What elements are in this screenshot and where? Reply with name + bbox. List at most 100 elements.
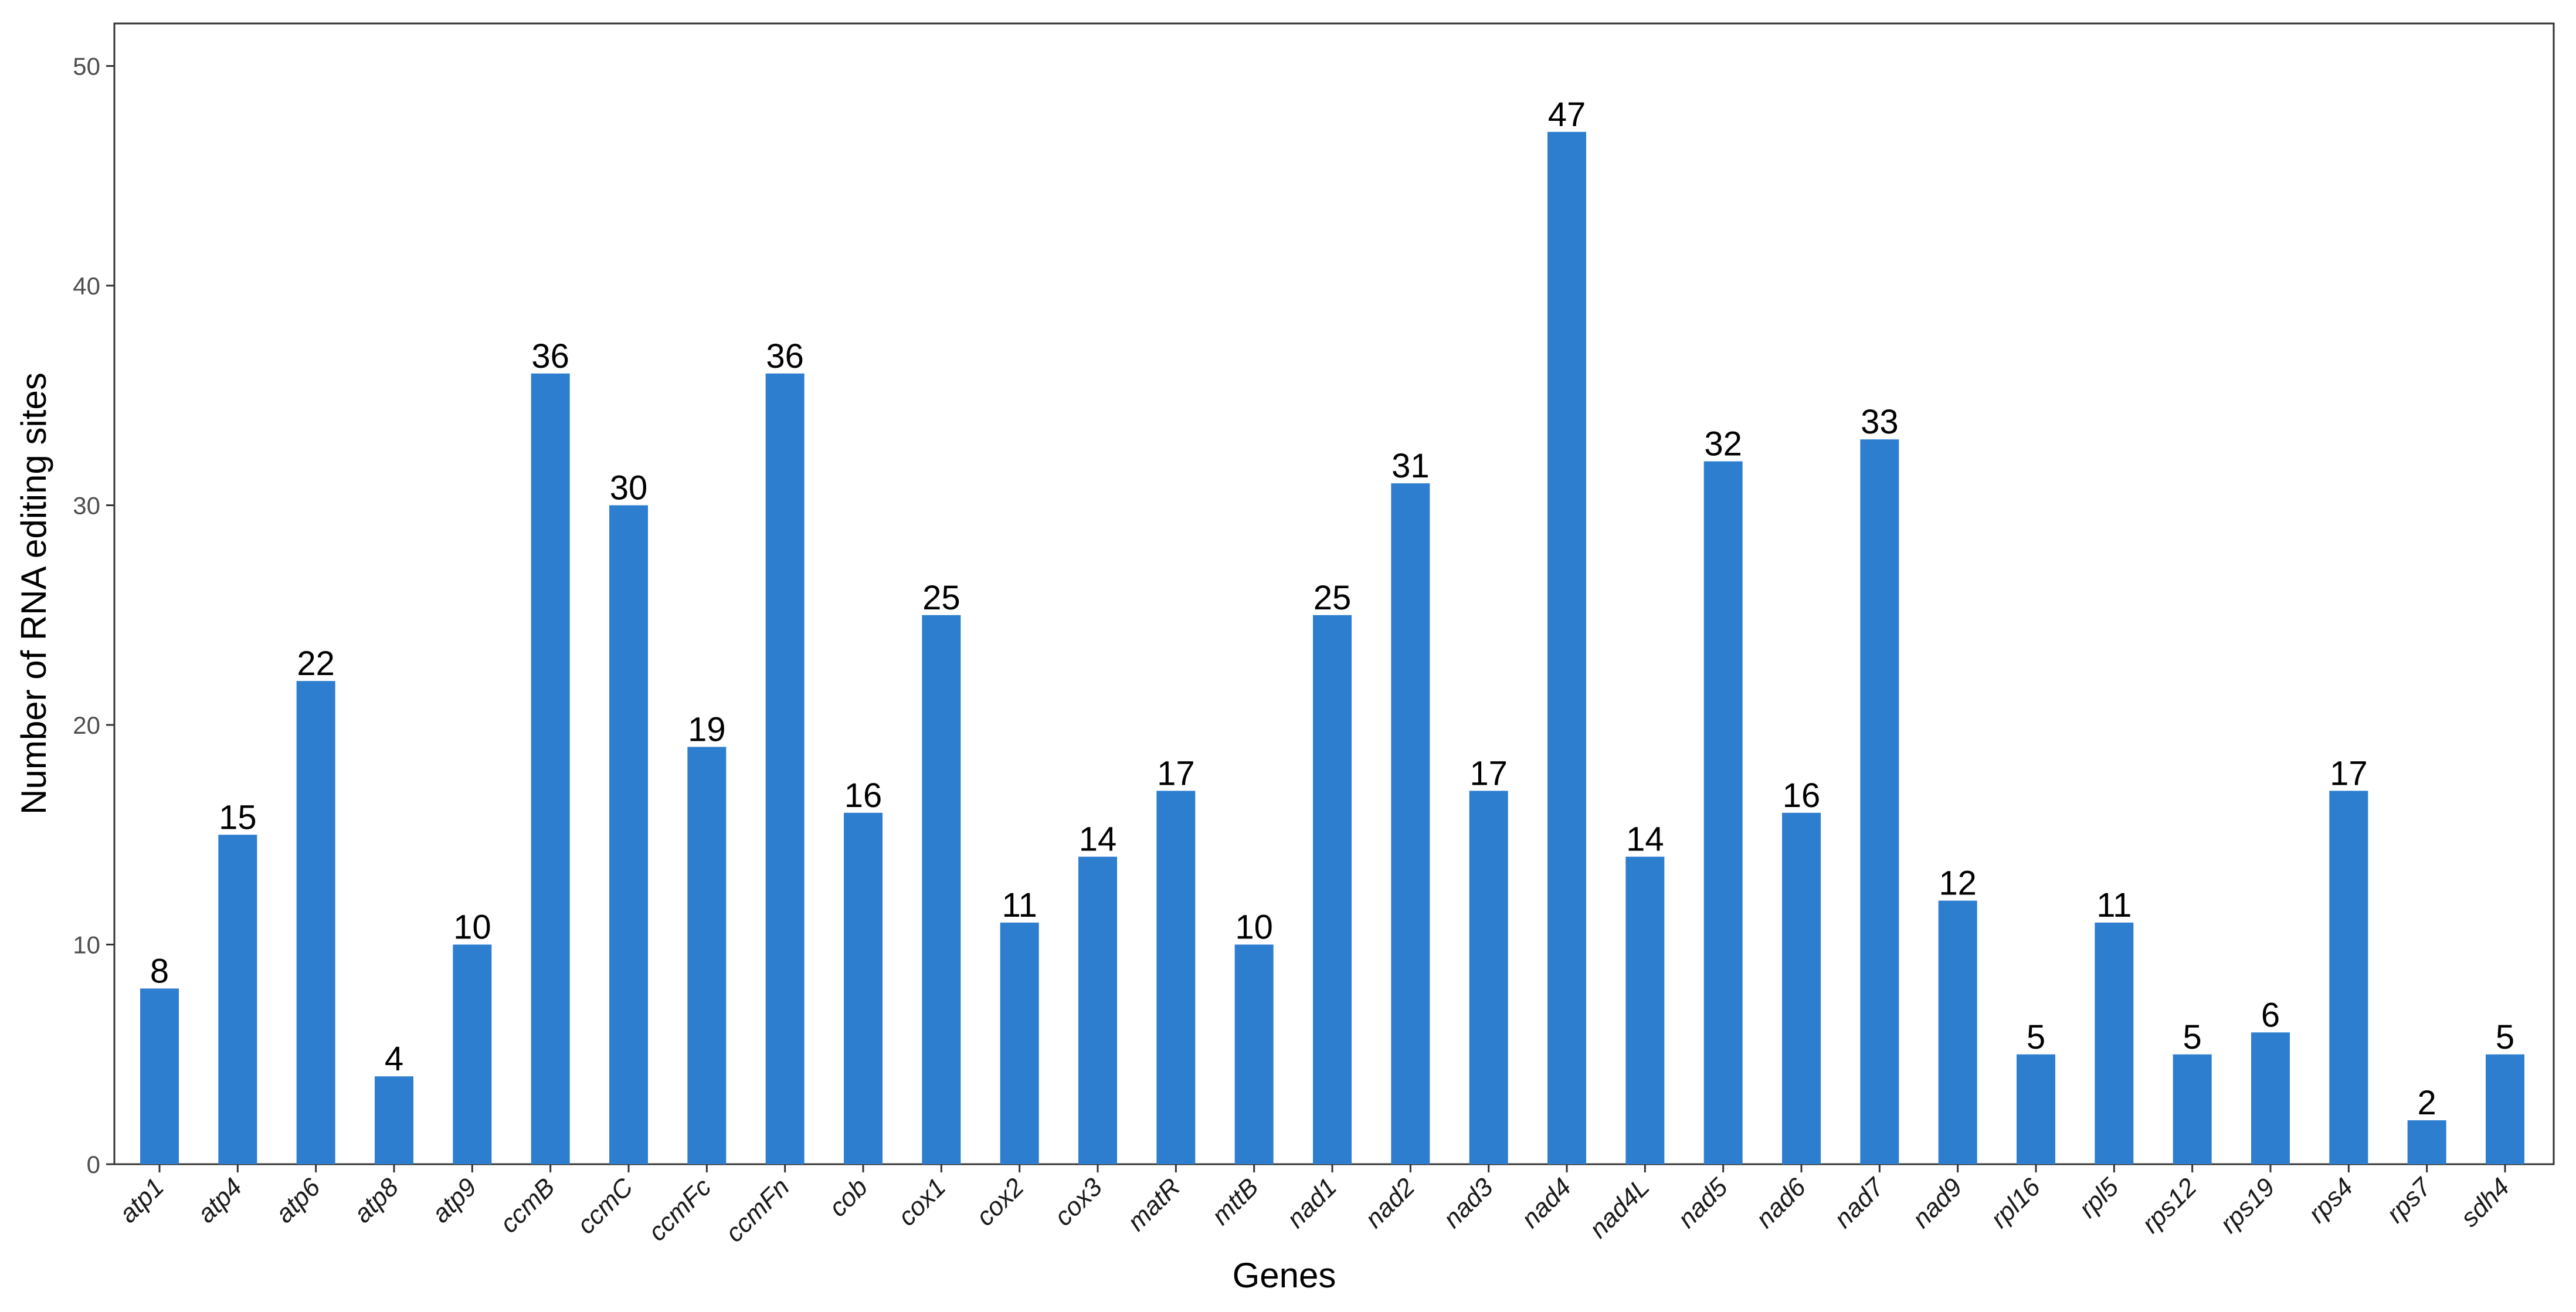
bar-atp4 <box>218 835 257 1164</box>
bar-rps7 <box>2407 1120 2446 1164</box>
x-tick-label-rps12: rps12 <box>2136 1172 2202 1238</box>
y-axis: 0 10 20 30 40 50 <box>73 53 114 1178</box>
bar-rps4 <box>2329 791 2368 1164</box>
data-label-nad1: 25 <box>1314 579 1352 617</box>
data-label-ccmFc: 19 <box>688 710 726 748</box>
x-tick-label-atp1: atp1 <box>114 1172 169 1228</box>
data-label-nad3: 17 <box>1469 754 1508 792</box>
data-label-atp9: 10 <box>453 908 491 947</box>
bar-cox3 <box>1078 856 1117 1164</box>
x-tick-label-nad1: nad1 <box>1281 1172 1342 1233</box>
data-label-atp4: 15 <box>219 798 257 836</box>
y-tick-label: 50 <box>73 53 100 80</box>
x-tick-label-nad7: nad7 <box>1829 1172 1891 1233</box>
data-label-ccmC: 30 <box>610 469 648 507</box>
bar-atp9 <box>453 944 492 1164</box>
bar-rps19 <box>2251 1032 2290 1164</box>
bar-nad2 <box>1391 483 1430 1164</box>
bar-nad3 <box>1469 791 1508 1164</box>
bar-rpl5 <box>2095 923 2134 1164</box>
data-label-rps19: 6 <box>2261 996 2280 1034</box>
x-tick-label-nad6: nad6 <box>1750 1172 1811 1233</box>
data-label-matR: 17 <box>1157 754 1195 792</box>
x-tick-label-rps4: rps4 <box>2303 1172 2358 1228</box>
x-tick-label-ccmFc: ccmFc <box>643 1172 717 1246</box>
bar-nad4 <box>1547 131 1586 1165</box>
data-label-nad4L: 14 <box>1626 821 1664 859</box>
bar-nad7 <box>1860 439 1899 1164</box>
x-axis-title: Genes <box>1233 1256 1336 1295</box>
data-label-atp1: 8 <box>150 952 169 990</box>
data-label-nad6: 16 <box>1783 777 1821 815</box>
data-label-rps4: 17 <box>2330 754 2368 792</box>
x-tick-label-ccmC: ccmC <box>572 1172 639 1240</box>
x-tick-label-rpl5: rpl5 <box>2073 1172 2124 1223</box>
x-tick-label-sdh4: sdh4 <box>2455 1172 2515 1232</box>
x-tick-label-atp6: atp6 <box>270 1172 327 1229</box>
data-label-nad7: 33 <box>1861 403 1899 441</box>
x-tick-label-nad4L: nad4L <box>1584 1172 1655 1243</box>
x-tick-label-matR: matR <box>1122 1172 1186 1236</box>
data-labels: 8152241036301936162511141710253117471432… <box>150 96 2514 1122</box>
data-label-nad5: 32 <box>1704 425 1742 463</box>
y-tick-label: 40 <box>73 272 100 300</box>
data-label-cox3: 14 <box>1079 821 1117 859</box>
bar-rpl16 <box>2017 1054 2055 1164</box>
data-label-rps7: 2 <box>2418 1084 2436 1122</box>
data-label-sdh4: 5 <box>2496 1018 2514 1056</box>
x-tick-label-cob: cob <box>823 1172 873 1222</box>
bar-ccmC <box>609 505 648 1164</box>
x-tick-label-atp8: atp8 <box>348 1172 405 1229</box>
data-label-rpl5: 11 <box>2096 886 2132 924</box>
x-tick-label-nad5: nad5 <box>1672 1172 1733 1233</box>
x-tick-label-atp9: atp9 <box>426 1172 482 1228</box>
y-tick-label: 0 <box>87 1151 100 1178</box>
x-tick-label-cox1: cox1 <box>892 1172 951 1231</box>
x-axis: atp1 atp4 atp6 atp8 atp9 ccmB ccmC ccmFc ccmFn co… <box>114 1164 2515 1247</box>
bar-atp6 <box>296 681 335 1164</box>
bar-matR <box>1156 791 1196 1164</box>
bars <box>140 131 2524 1165</box>
x-tick-label-rps19: rps19 <box>2215 1172 2280 1238</box>
bar-nad9 <box>1938 900 1977 1164</box>
x-tick-label-nad2: nad2 <box>1360 1172 1421 1233</box>
y-axis-title: Number of RNA editing sites <box>14 372 53 815</box>
bar-ccmFc <box>687 747 727 1164</box>
x-tick-label-atp4: atp4 <box>192 1172 247 1228</box>
y-tick-label: 30 <box>73 492 100 520</box>
bar-ccmFn <box>765 373 805 1164</box>
bar-ccmB <box>531 373 570 1164</box>
data-label-rpl16: 5 <box>2027 1018 2045 1056</box>
data-label-ccmB: 36 <box>531 337 569 375</box>
data-label-mttB: 10 <box>1235 908 1273 947</box>
data-label-cox1: 25 <box>922 579 961 617</box>
x-tick-label-rps7: rps7 <box>2381 1172 2438 1228</box>
data-label-atp6: 22 <box>297 645 335 683</box>
bar-nad6 <box>1782 812 1821 1164</box>
x-tick-label-nad4: nad4 <box>1516 1172 1577 1233</box>
bar-atp1 <box>140 988 179 1164</box>
x-tick-label-cox3: cox3 <box>1049 1172 1108 1232</box>
data-label-atp8: 4 <box>385 1040 403 1078</box>
y-tick-label: 10 <box>73 931 100 959</box>
x-tick-label-rpl16: rpl16 <box>1985 1172 2046 1233</box>
bar-cox1 <box>922 615 961 1164</box>
x-tick-label-mttB: mttB <box>1206 1172 1264 1230</box>
data-label-nad4: 47 <box>1548 96 1586 134</box>
y-tick-label: 20 <box>73 711 100 739</box>
bar-mttB <box>1234 944 1274 1164</box>
data-label-rps12: 5 <box>2183 1018 2202 1056</box>
data-label-nad2: 31 <box>1391 447 1430 485</box>
x-tick-label-ccmFn: ccmFn <box>720 1172 795 1247</box>
data-label-cob: 16 <box>844 777 883 815</box>
bar-sdh4 <box>2486 1054 2524 1164</box>
bar-cob <box>844 812 883 1164</box>
bar-nad5 <box>1703 461 1743 1164</box>
x-tick-label-nad3: nad3 <box>1438 1172 1499 1233</box>
bar-nad1 <box>1313 615 1352 1164</box>
bar-rps12 <box>2173 1054 2212 1164</box>
data-label-ccmFn: 36 <box>766 337 804 375</box>
x-tick-label-nad9: nad9 <box>1907 1172 1968 1233</box>
